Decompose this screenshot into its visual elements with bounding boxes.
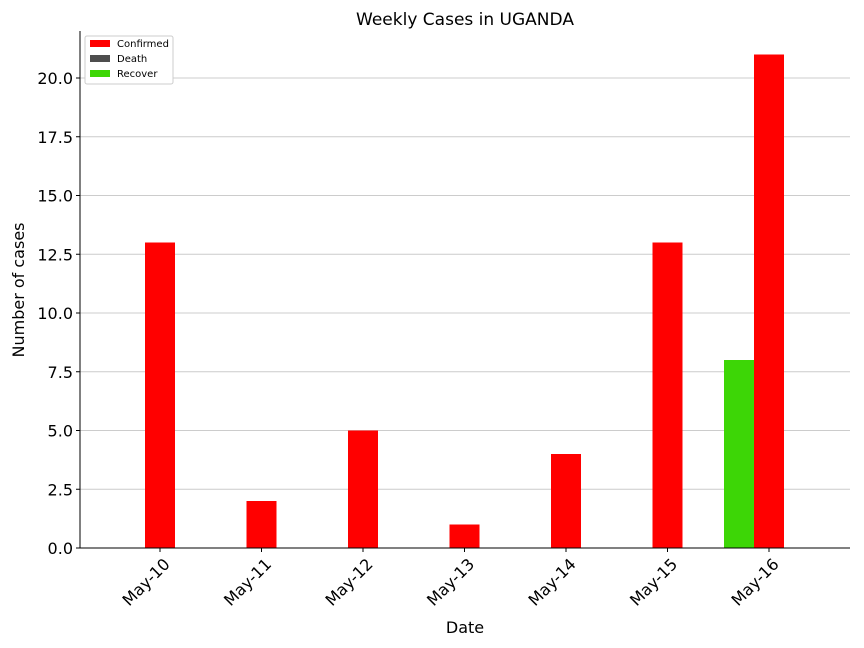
x-tick-label: May-14: [525, 555, 580, 610]
legend: Confirmed Death Recover: [84, 35, 174, 85]
legend-label-recover: Recover: [117, 69, 158, 80]
bar-confirmed-may-15: [652, 242, 683, 548]
x-tick-label: May-12: [322, 555, 377, 610]
legend-label-death: Death: [117, 54, 147, 65]
y-tick-label: 17.5: [37, 128, 73, 147]
gridlines: [80, 77, 850, 490]
x-tick-label: May-13: [423, 555, 478, 610]
bar-confirmed-may-14: [551, 454, 581, 548]
y-tick-label: 20.0: [37, 69, 73, 88]
bar-confirmed-may-16: [754, 54, 784, 548]
x-tick-label: May-10: [119, 555, 174, 610]
x-tick-label: May-15: [626, 555, 681, 610]
y-tick-label: 0.0: [48, 539, 73, 558]
legend-swatch-recover: [90, 70, 110, 77]
legend-label-confirmed: Confirmed: [117, 39, 169, 50]
chart-title: Weekly Cases in UGANDA: [356, 10, 574, 30]
x-axis-title: Date: [446, 618, 484, 637]
x-tick-label: May-16: [728, 555, 783, 610]
y-tick-label: 2.5: [48, 480, 73, 499]
x-tick-label: May-11: [220, 555, 275, 610]
bar-confirmed-may-12: [348, 430, 378, 548]
x-axis-ticks: May-10 May-11 May-12 May-13 May-14 May-15 May-…: [119, 548, 783, 610]
legend-swatch-death: [90, 55, 110, 62]
bars: [145, 54, 784, 548]
y-tick-label: 7.5: [48, 363, 73, 382]
y-tick-label: 10.0: [37, 304, 73, 323]
bar-recover-may-16: [724, 360, 754, 548]
y-tick-label: 5.0: [48, 422, 73, 441]
bar-confirmed-may-13: [449, 524, 480, 548]
y-axis-ticks: 0.0 2.5 5.0 7.5 10.0 12.5 15.0 17.5 20.0: [37, 69, 80, 558]
y-tick-label: 15.0: [37, 187, 73, 206]
bar-confirmed-may-10: [145, 242, 175, 548]
bar-confirmed-may-11: [246, 501, 277, 548]
legend-swatch-confirmed: [90, 40, 110, 47]
y-tick-label: 12.5: [37, 245, 73, 264]
y-axis-title: Number of cases: [9, 223, 28, 358]
